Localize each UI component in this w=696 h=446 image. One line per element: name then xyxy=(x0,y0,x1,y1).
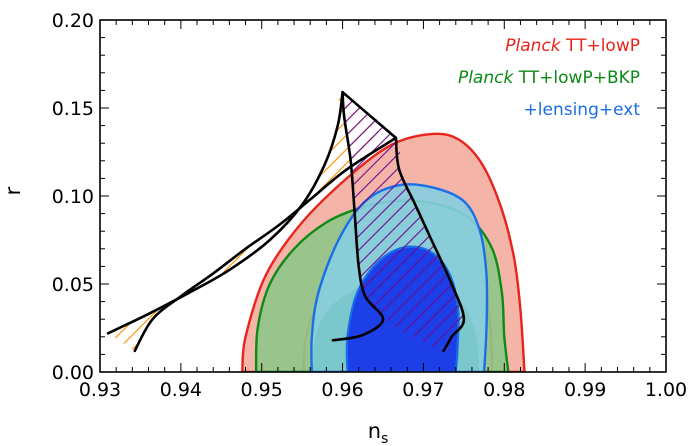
model-curve-2 xyxy=(341,90,398,140)
x-tick-label: 0.98 xyxy=(483,379,525,401)
x-tick-label: 1.00 xyxy=(645,379,687,401)
hatched-model-regions xyxy=(108,92,464,352)
x-tick-label: 0.96 xyxy=(321,379,363,401)
model-curves xyxy=(106,90,466,353)
legend: Planck TT+lowP Planck TT+lowP+BKP +lensing… xyxy=(458,36,640,120)
x-tick-label: 0.95 xyxy=(241,379,283,401)
x-tick-label: 0.99 xyxy=(564,379,606,401)
model-curve-1 xyxy=(106,90,344,335)
axis-ticks xyxy=(99,19,667,373)
legend-planck-tt-lowp-bkp: Planck TT+lowP+BKP xyxy=(458,68,640,88)
model-curve-3 xyxy=(133,136,398,353)
plot-area xyxy=(106,90,526,372)
model-curve-5 xyxy=(394,136,466,353)
x-tick-label: 0.97 xyxy=(402,379,444,401)
y-axis-label: r xyxy=(1,186,25,195)
y-tick-label: 0.00 xyxy=(52,362,94,384)
model-curve-4 xyxy=(331,90,385,342)
x-tick-label: 0.93 xyxy=(79,379,121,401)
y-tick-label: 0.05 xyxy=(52,274,94,296)
y-tick-label: 0.15 xyxy=(52,98,94,120)
y-tick-label: 0.20 xyxy=(52,10,94,32)
y-tick-label: 0.10 xyxy=(52,186,94,208)
legend-lensing-ext: +lensing+ext xyxy=(524,100,641,120)
purple-hatched-region xyxy=(342,92,464,352)
x-axis-label: ns xyxy=(368,419,389,446)
tick-labels: 0.93 0.94 0.95 0.96 0.97 0.98 0.99 1.00 0.00 0.05… xyxy=(52,10,687,401)
x-tick-label: 0.94 xyxy=(160,379,202,401)
legend-planck-tt-lowp: Planck TT+lowP xyxy=(505,36,640,56)
